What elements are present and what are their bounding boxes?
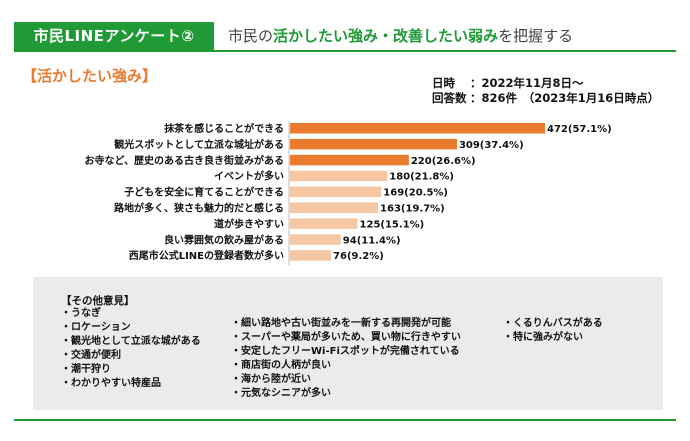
list-item: ・安定したフリーWi-Fiスポットが完備されている	[231, 346, 460, 357]
strengths-bar-chart: 抹茶を感じることができる 472(57.1%) 観光スポットとして立派な城址がある 3…	[85, 121, 612, 265]
category-label: イベントが多い	[214, 170, 284, 183]
header: 市民LINEアンケート② 市民の活かしたい強み・改善したい弱みを把握する	[14, 22, 676, 52]
survey-meta: 日時 ：2022年11月8日～ 回答数 ：826件 （2023年1月16日時点）	[432, 76, 659, 106]
section-heading: 【活かしたい強み】	[22, 67, 158, 85]
survey-badge: 市民LINEアンケート②	[14, 22, 214, 50]
other-opinions-col-2: ・細い路地や古い街並みを一新する再開発が可能 ・スーパーや薬局が多いため、買い物…	[231, 317, 461, 401]
category-label: 西尾市公式LINEの登録者数が多い	[129, 249, 284, 262]
other-opinions-title: 【その他意見】	[61, 295, 135, 307]
meta-count-value: ：826件 （2023年1月16日時点）	[470, 91, 660, 105]
bar	[290, 170, 388, 182]
other-opinions-col-3: ・くるりんバスがある ・特に強みがない	[503, 317, 603, 345]
list-item: ・細い路地や古い街並みを一新する再開発が可能	[231, 318, 451, 329]
title-strengths: 活かしたい強み	[273, 27, 379, 45]
list-item: ・交通が便利	[61, 350, 121, 361]
bottom-divider	[14, 419, 676, 421]
data-label: 180(21.8%)	[389, 172, 454, 183]
other-opinions-panel: 【その他意見】 ・うなぎ ・ロケーション ・観光地として立派な城がある ・交通が…	[33, 277, 663, 410]
category-label: 観光スポットとして立派な城址がある	[114, 138, 284, 151]
category-label: 抹茶を感じることができる	[164, 122, 284, 135]
bar	[290, 218, 358, 229]
category-label: お寺など、歴史のある古き良き街並みがある	[85, 154, 285, 167]
bar	[290, 186, 382, 198]
list-item: ・潮干狩り	[61, 364, 111, 375]
data-label: 125(15.1%)	[360, 219, 425, 230]
bar	[290, 202, 379, 213]
category-label: 道が歩きやすい	[214, 217, 284, 230]
bar	[290, 234, 341, 245]
data-label: 472(57.1%)	[547, 124, 612, 135]
list-item: ・海から陸が近い	[231, 374, 311, 385]
title-separator: ・	[378, 27, 394, 45]
category-label: 良い雰囲気の飲み屋がある	[164, 233, 284, 246]
title-weaknesses: 改善したい弱み	[393, 27, 499, 45]
list-item: ・商店街の人柄が良い	[231, 360, 331, 371]
title-part-1: 市民の	[228, 27, 274, 45]
data-label: 76(9.2%)	[333, 251, 384, 262]
bar	[290, 138, 457, 150]
meta-date-key: 日時	[432, 76, 455, 90]
other-opinions-col-1: ・うなぎ ・ロケーション ・観光地として立派な城がある ・交通が便利 ・潮干狩り…	[61, 307, 201, 391]
category-label: 子どもを安全に育てることができる	[124, 186, 284, 199]
meta-count-row: 回答数 ：826件 （2023年1月16日時点）	[432, 91, 659, 106]
list-item: ・ロケーション	[61, 322, 131, 333]
list-item: ・元気なシニアが多い	[231, 388, 331, 399]
list-item: ・スーパーや薬局が多いため、買い物に行きやすい	[231, 332, 461, 343]
list-item: ・特に強みがない	[503, 332, 583, 343]
title-part-5: を把握する	[498, 27, 574, 45]
header-title: 市民の活かしたい強み・改善したい弱みを把握する	[228, 22, 573, 50]
list-item: ・うなぎ	[61, 308, 101, 319]
category-label: 路地が多く、狭さも魅力的だと感じる	[114, 202, 284, 215]
list-item: ・くるりんバスがある	[503, 318, 603, 329]
bar	[290, 250, 332, 261]
bar	[290, 123, 545, 134]
data-label: 309(37.4%)	[459, 140, 524, 151]
list-item: ・観光地として立派な城がある	[61, 336, 201, 347]
data-label: 220(26.6%)	[411, 156, 476, 167]
header-divider	[14, 50, 676, 52]
meta-date-row: 日時 ：2022年11月8日～	[432, 76, 659, 91]
meta-date-value: ：2022年11月8日～	[470, 76, 584, 90]
bar	[290, 154, 409, 166]
list-item: ・わかりやすい特産品	[61, 378, 161, 389]
meta-count-key: 回答数	[432, 91, 467, 105]
data-label: 169(20.5%)	[383, 188, 448, 199]
data-label: 163(19.7%)	[380, 204, 445, 215]
data-label: 94(11.4%)	[343, 235, 401, 246]
